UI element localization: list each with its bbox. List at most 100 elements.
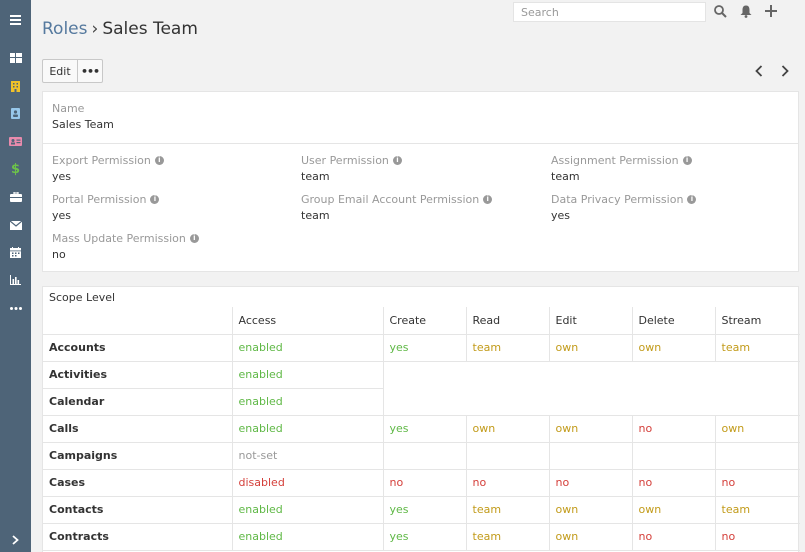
search-input[interactable] xyxy=(513,2,706,22)
read-value: team xyxy=(465,522,550,551)
scope-name: Contracts xyxy=(43,522,233,551)
menu-icon[interactable] xyxy=(0,11,31,29)
scope-name: Campaigns xyxy=(43,441,233,470)
scope-name: Calendar xyxy=(43,387,233,416)
edit-value: own xyxy=(548,522,633,551)
mass-update-permission-value: no xyxy=(52,248,66,261)
breadcrumb-roles-link[interactable]: Roles xyxy=(42,19,88,39)
group-email-account-permission-label: Group Email Account Permission i xyxy=(301,193,493,206)
export-permission-value: yes xyxy=(52,170,72,183)
edit-value: own xyxy=(548,495,633,524)
info-icon[interactable]: i xyxy=(189,234,199,243)
info-icon[interactable]: i xyxy=(483,195,493,204)
create-value: no xyxy=(382,468,467,497)
access-value: enabled xyxy=(231,333,384,362)
scope-level-panel: Scope Level Access Create Read Edit Dele… xyxy=(42,286,800,552)
user-permission-label: User Permission i xyxy=(301,154,402,167)
info-icon[interactable]: i xyxy=(392,156,402,165)
column-header-create: Create xyxy=(382,307,467,335)
read-value: team xyxy=(465,495,550,524)
dollar-icon[interactable]: $ xyxy=(10,161,21,177)
column-header-edit: Edit xyxy=(548,307,633,335)
portal-permission-value: yes xyxy=(52,209,72,222)
portal-permission-label: Portal Permission i xyxy=(52,193,160,206)
name-label: Name xyxy=(52,102,85,115)
read-value: team xyxy=(465,333,550,362)
delete-value: own xyxy=(631,495,716,524)
data-privacy-permission-value: yes xyxy=(551,209,571,222)
delete-value: no xyxy=(631,522,716,551)
table-row: Contacts enabled yes team own own team xyxy=(43,495,800,524)
scope-name: Calls xyxy=(43,414,233,443)
scope-table: Access Create Read Edit Delete Stream Ac… xyxy=(43,307,800,551)
table-row: Contracts enabled yes team own no no xyxy=(43,522,800,551)
column-header-scope xyxy=(43,307,233,335)
chevron-right-icon[interactable] xyxy=(0,531,31,549)
column-header-delete: Delete xyxy=(631,307,716,335)
dashboard-icon[interactable] xyxy=(0,49,31,67)
more-icon[interactable] xyxy=(0,299,31,317)
column-header-read: Read xyxy=(465,307,550,335)
calendar-icon[interactable] xyxy=(0,243,31,261)
next-record-icon[interactable] xyxy=(778,63,792,79)
envelope-icon[interactable] xyxy=(0,216,31,234)
create-value: yes xyxy=(382,522,467,551)
previous-record-icon[interactable] xyxy=(752,63,766,79)
access-value: enabled xyxy=(231,522,384,551)
scope-name: Cases xyxy=(43,468,233,497)
create-value: yes xyxy=(382,333,467,362)
read-value xyxy=(465,441,550,470)
group-email-account-permission-value: team xyxy=(301,209,330,222)
action-buttons: Edit ••• xyxy=(42,59,103,83)
info-icon[interactable]: i xyxy=(150,195,160,204)
column-header-access: Access xyxy=(231,307,384,335)
stream-value: team xyxy=(714,495,800,524)
scope-name: Activities xyxy=(43,360,233,389)
assignment-permission-label: Assignment Permission i xyxy=(551,154,692,167)
table-row: Activities enabled xyxy=(43,360,800,415)
info-icon[interactable]: i xyxy=(154,156,164,165)
edit-value: no xyxy=(548,468,633,497)
divider xyxy=(43,143,798,144)
empty-cell xyxy=(382,360,800,415)
table-row: Calls enabled yes own own no own xyxy=(43,414,800,443)
access-value: enabled xyxy=(231,387,383,416)
building-icon[interactable] xyxy=(0,77,31,95)
scope-level-title: Scope Level xyxy=(49,291,116,304)
sidebar: $ xyxy=(0,0,31,552)
read-value: no xyxy=(465,468,550,497)
stream-value: no xyxy=(714,522,800,551)
delete-value: no xyxy=(631,468,716,497)
read-value: own xyxy=(465,414,550,443)
table-header-row: Access Create Read Edit Delete Stream xyxy=(43,307,800,335)
stream-value: no xyxy=(714,468,800,497)
table-row: Calendar enabled xyxy=(43,387,800,416)
search-icon[interactable] xyxy=(712,3,728,19)
access-value: not-set xyxy=(231,441,384,470)
access-value: enabled xyxy=(231,495,384,524)
info-icon[interactable]: i xyxy=(687,195,697,204)
name-value: Sales Team xyxy=(52,118,114,131)
edit-button[interactable]: Edit xyxy=(42,59,78,83)
bell-icon[interactable] xyxy=(738,3,754,19)
mass-update-permission-label: Mass Update Permission i xyxy=(52,232,199,245)
briefcase-icon[interactable] xyxy=(0,188,31,206)
contact-book-icon[interactable] xyxy=(0,104,31,122)
stream-value: team xyxy=(714,333,800,362)
column-header-stream: Stream xyxy=(714,307,800,335)
role-details-panel: Name Sales Team Export Permission i yes U… xyxy=(42,91,799,272)
access-value: enabled xyxy=(231,360,384,389)
id-card-icon[interactable] xyxy=(0,132,31,150)
edit-value: own xyxy=(548,414,633,443)
bar-chart-icon[interactable] xyxy=(0,271,31,289)
stream-value: own xyxy=(714,414,800,443)
create-value: yes xyxy=(382,495,467,524)
info-icon[interactable]: i xyxy=(682,156,692,165)
edit-value xyxy=(548,441,633,470)
delete-value: no xyxy=(631,414,716,443)
breadcrumb: Roles › Sales Team xyxy=(42,19,198,39)
more-actions-button[interactable]: ••• xyxy=(78,59,103,83)
table-row: Campaigns not-set xyxy=(43,441,800,470)
plus-icon[interactable] xyxy=(763,3,779,19)
stream-value xyxy=(714,441,800,470)
